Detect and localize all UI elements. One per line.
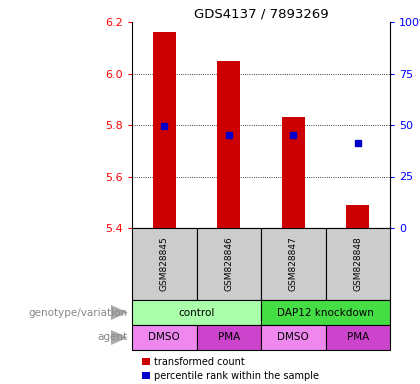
Bar bbox=[153, 32, 176, 228]
Text: DMSO: DMSO bbox=[277, 333, 309, 343]
Text: GSM828845: GSM828845 bbox=[160, 237, 169, 291]
Text: DAP12 knockdown: DAP12 knockdown bbox=[277, 308, 374, 318]
Legend: transformed count, percentile rank within the sample: transformed count, percentile rank withi… bbox=[142, 357, 319, 381]
Bar bbox=[346, 205, 369, 228]
Text: GSM828846: GSM828846 bbox=[224, 237, 233, 291]
Bar bbox=[197, 325, 261, 350]
Bar bbox=[197, 228, 261, 300]
Bar bbox=[132, 300, 261, 325]
Bar bbox=[326, 325, 390, 350]
Bar bbox=[261, 325, 326, 350]
Text: control: control bbox=[178, 308, 215, 318]
Bar bbox=[326, 228, 390, 300]
Polygon shape bbox=[111, 305, 128, 320]
Bar bbox=[218, 61, 240, 228]
Bar bbox=[132, 325, 197, 350]
Text: PMA: PMA bbox=[218, 333, 240, 343]
Bar bbox=[261, 228, 326, 300]
Text: GSM828848: GSM828848 bbox=[353, 237, 362, 291]
Polygon shape bbox=[111, 330, 128, 345]
Text: PMA: PMA bbox=[346, 333, 369, 343]
Bar bbox=[132, 228, 197, 300]
Bar bbox=[261, 300, 390, 325]
Text: genotype/variation: genotype/variation bbox=[29, 308, 128, 318]
Title: GDS4137 / 7893269: GDS4137 / 7893269 bbox=[194, 8, 328, 21]
Text: DMSO: DMSO bbox=[148, 333, 180, 343]
Text: agent: agent bbox=[98, 333, 128, 343]
Bar bbox=[282, 117, 304, 228]
Text: GSM828847: GSM828847 bbox=[289, 237, 298, 291]
